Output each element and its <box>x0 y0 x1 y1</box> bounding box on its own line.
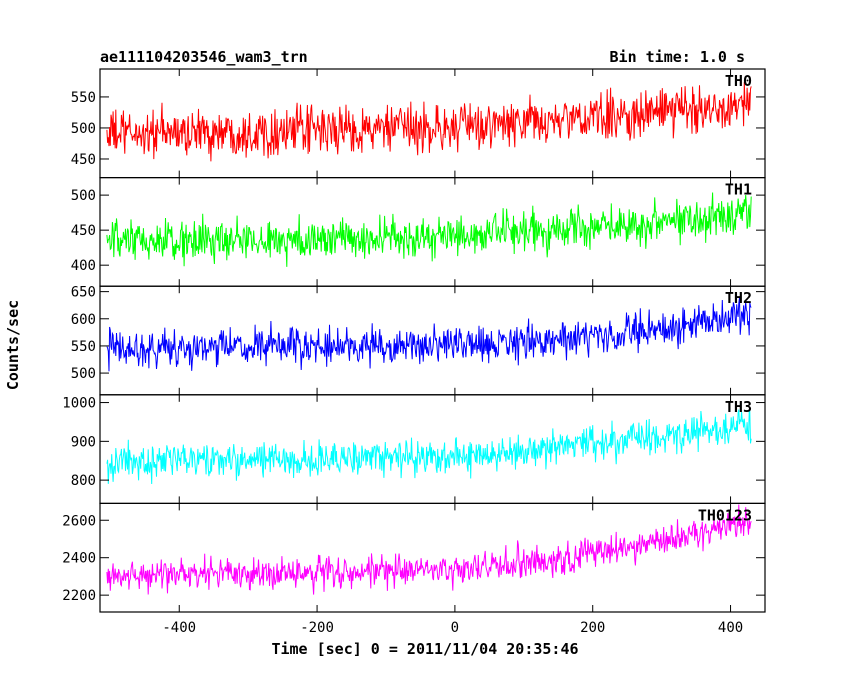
y-tick-label: 450 <box>71 152 96 168</box>
panel-th1: 400 450 500 TH1 <box>71 177 766 287</box>
y-tick-label: 400 <box>71 258 96 274</box>
y-tick-label: 2600 <box>62 513 96 529</box>
y-tick-label: 500 <box>71 188 96 204</box>
y-tick-label: 1000 <box>62 396 96 412</box>
y-tick-label: 900 <box>71 434 96 450</box>
series-line-th1 <box>106 192 752 267</box>
panel-th0: 450 500 550 TH0 <box>71 68 766 179</box>
y-tick-label: 550 <box>71 90 96 106</box>
series-name: TH2 <box>725 289 752 307</box>
series-line-th2 <box>106 297 752 372</box>
y-tick-label: 800 <box>71 473 96 489</box>
series-name: TH1 <box>725 181 752 199</box>
panels-group: 450 500 550 TH0 400 450 500 TH1 500 550 600 650 TH2 8… <box>62 68 766 636</box>
series-name: TH3 <box>725 398 752 416</box>
series-name: TH0 <box>725 72 752 90</box>
x-tick-label: -200 <box>300 620 334 636</box>
chart-title: ae111104203546_wam3_trn <box>100 48 308 66</box>
panel-th3: 800 900 1000 TH3 <box>62 394 766 504</box>
panel-th0123: 2200 2400 2600 TH0123 <box>62 502 766 613</box>
y-tick-label: 500 <box>71 121 96 137</box>
y-tick-label: 450 <box>71 223 96 239</box>
x-tick-label: 0 <box>451 620 459 636</box>
series-line-th0123 <box>106 504 752 595</box>
x-tick-label: 200 <box>580 620 605 636</box>
series-line-th3 <box>106 409 752 485</box>
panel-frame <box>99 502 766 613</box>
y-tick-label: 500 <box>71 366 96 382</box>
series-name: TH0123 <box>698 506 752 524</box>
x-tick-label: -400 <box>162 620 196 636</box>
x-tick-label: 400 <box>718 620 743 636</box>
y-tick-label: 2400 <box>62 551 96 567</box>
panel-th2: 500 550 600 650 TH2 <box>71 285 766 396</box>
y-tick-label: 650 <box>71 285 96 301</box>
bin-time-label: Bin time: 1.0 s <box>610 48 745 66</box>
y-tick-label: 2200 <box>62 588 96 604</box>
y-tick-label: 600 <box>71 312 96 328</box>
x-axis-label: Time [sec] 0 = 2011/11/04 20:35:46 <box>271 640 578 658</box>
y-tick-label: 550 <box>71 339 96 355</box>
y-axis-label: Counts/sec <box>4 300 22 390</box>
series-line-th0 <box>106 81 752 162</box>
